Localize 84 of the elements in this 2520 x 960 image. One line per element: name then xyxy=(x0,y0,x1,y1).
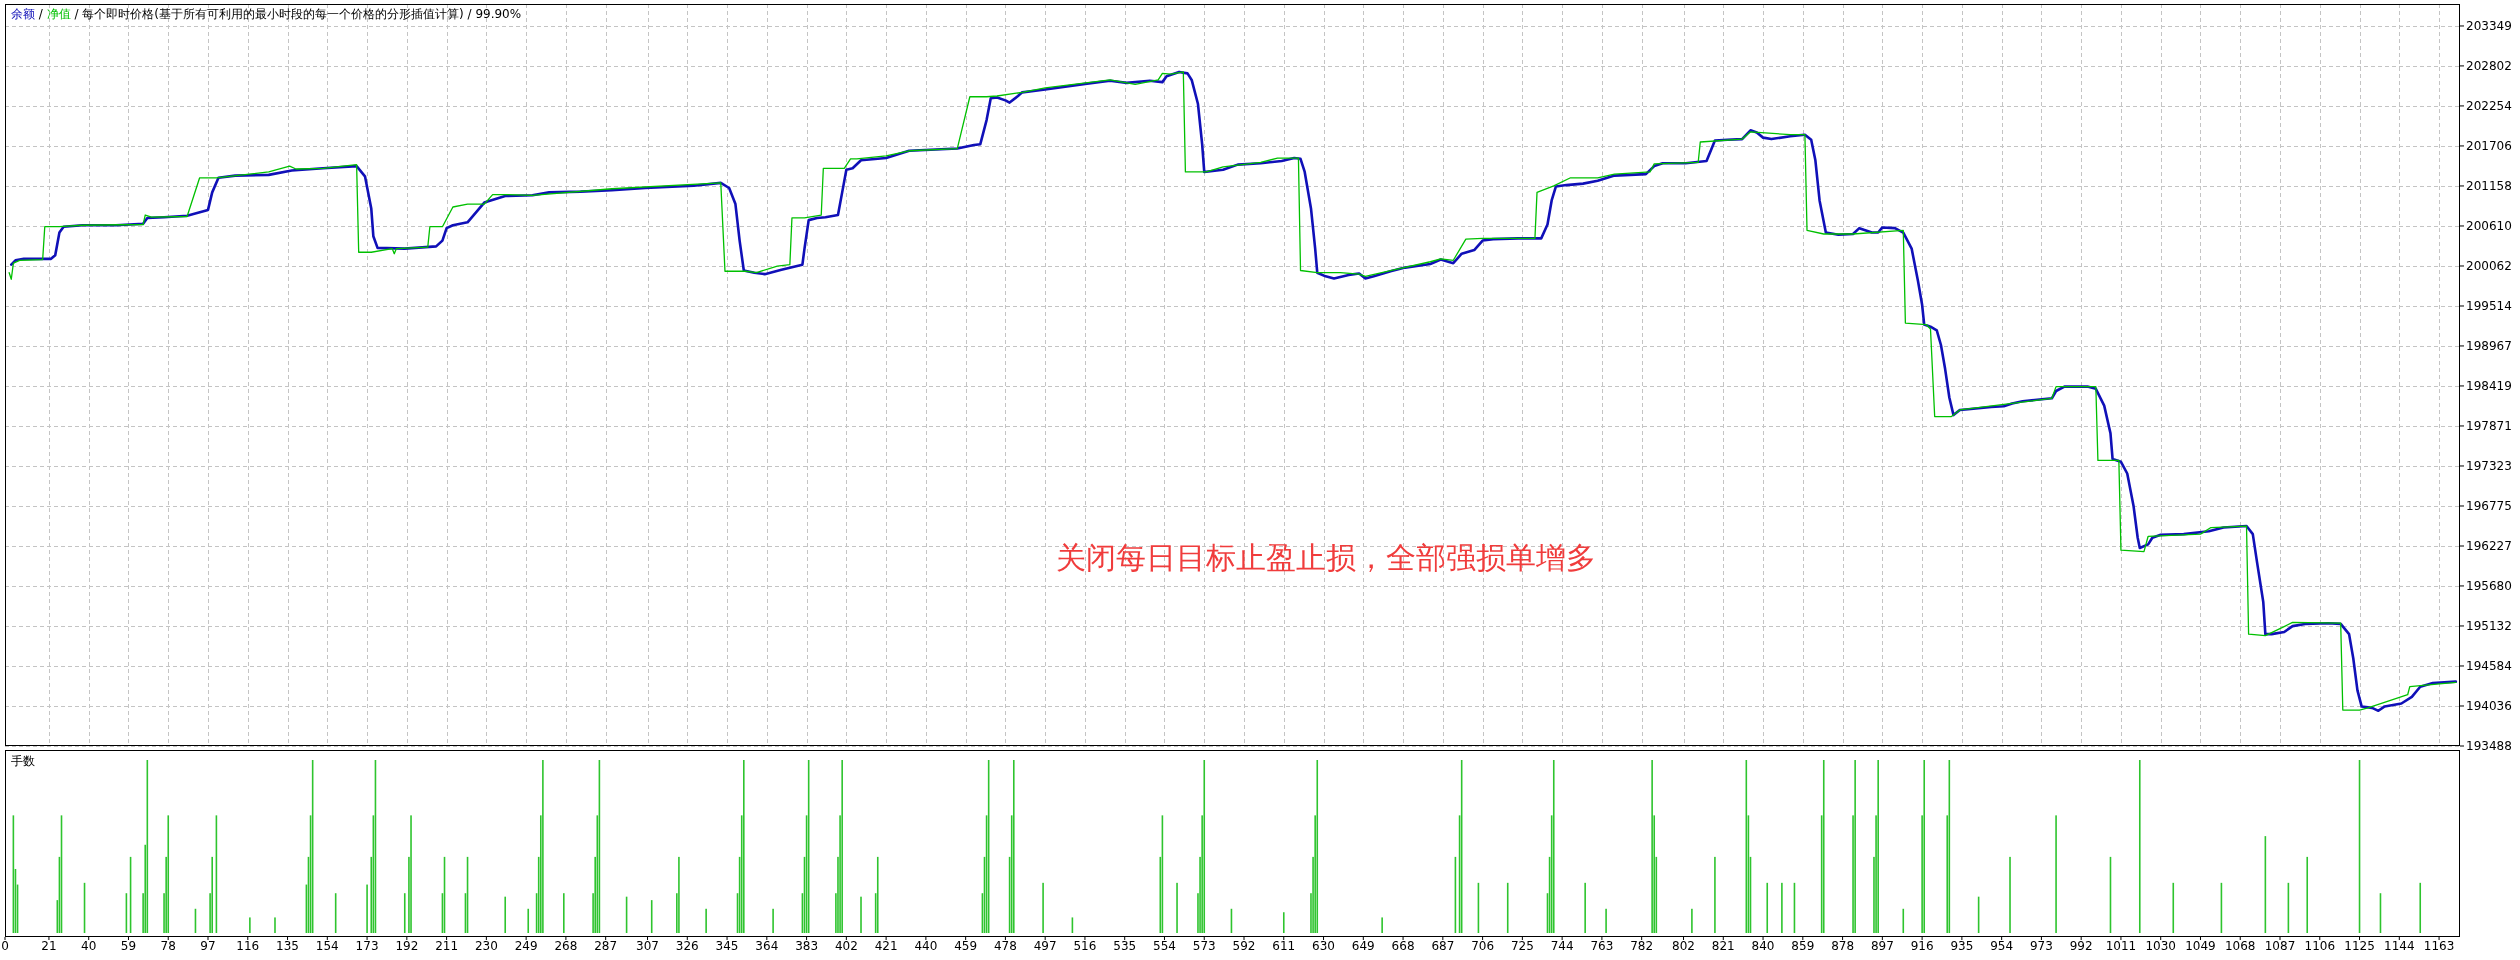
x-tick-label: 383 xyxy=(795,939,819,953)
x-tick-label: 744 xyxy=(1550,939,1574,953)
y-tick-label: 194036 xyxy=(2466,698,2512,713)
x-tick-label: 954 xyxy=(1990,939,2014,953)
y-tick-label: 197323 xyxy=(2466,458,2512,473)
x-tick-label: 345 xyxy=(715,939,739,953)
annotation: 关闭每日目标止盈止损，全部强损单增多 xyxy=(1055,539,1596,575)
x-tick-label: 935 xyxy=(1950,939,1974,953)
x-tick-label: 802 xyxy=(1672,939,1695,953)
x-tick-label: 1087 xyxy=(2264,939,2296,953)
x-tick-label: 1011 xyxy=(2105,939,2137,953)
y-tick-label: 196227 xyxy=(2466,539,2512,554)
x-tick-label: 687 xyxy=(1431,939,1455,953)
x-tick-label: 78 xyxy=(160,939,176,953)
x-tick-label: 192 xyxy=(395,939,419,953)
x-tick-label: 706 xyxy=(1471,939,1495,953)
x-tick-label: 135 xyxy=(276,939,299,953)
x-tick-label: 725 xyxy=(1510,939,1534,953)
title: 手数 xyxy=(11,754,35,768)
y-tick-label: 197871 xyxy=(2466,418,2512,433)
x-tick-label: 249 xyxy=(514,939,538,953)
x-tick-label: 1068 xyxy=(2224,939,2256,953)
x-tick-label: 840 xyxy=(1751,939,1775,953)
x-tick-label: 173 xyxy=(355,939,379,953)
y-tick-label: 198967 xyxy=(2466,338,2512,353)
x-tick-label: 859 xyxy=(1791,939,1815,953)
x-tick-label: 592 xyxy=(1232,939,1256,953)
x-tick-label: 763 xyxy=(1590,939,1614,953)
x-tick-label: 116 xyxy=(236,939,260,953)
x-tick-label: 478 xyxy=(993,939,1017,953)
x-tick-label: 154 xyxy=(315,939,339,953)
x-tick-label: 364 xyxy=(755,939,779,953)
x-tick-label: 40 xyxy=(81,939,97,953)
x-tick-label: 878 xyxy=(1831,939,1855,953)
y-tick-label: 202802 xyxy=(2466,58,2512,73)
x-tick-label: 230 xyxy=(474,939,498,953)
x-tick-label: 402 xyxy=(834,939,858,953)
x-tick-label: 916 xyxy=(1910,939,1934,953)
x-tick-label: 497 xyxy=(1033,939,1057,953)
x-tick-label: 611 xyxy=(1272,939,1296,953)
x-tick-label: 268 xyxy=(554,939,578,953)
x-tick-label: 897 xyxy=(1870,939,1894,953)
y-tick-label: 193488 xyxy=(2466,739,2512,753)
x-tick-label: 1030 xyxy=(2145,939,2176,953)
y-tick-label: 198419 xyxy=(2466,378,2512,393)
x-tick-label: 1125 xyxy=(2344,939,2375,953)
y-tick-label: 199514 xyxy=(2466,299,2512,313)
x-tick-label: 782 xyxy=(1630,939,1654,953)
y-tick-label: 201706 xyxy=(2466,138,2512,153)
x-tick-label: 287 xyxy=(594,939,618,953)
legend: 余额 / 净值 / 每个即时价格(基于所有可利用的最小时段的每一个价格的分形插值计算) / 99.90% xyxy=(11,7,522,21)
y-tick-label: 201158 xyxy=(2466,178,2512,193)
y-tick-label: 200610 xyxy=(2466,218,2512,233)
x-tick-label: 21 xyxy=(41,939,57,953)
y-tick-label: 202254 xyxy=(2466,98,2512,113)
x-tick-label: 326 xyxy=(675,939,699,953)
x-tick-label: 535 xyxy=(1113,939,1137,953)
x-tick-label: 992 xyxy=(2069,939,2093,953)
x-tick-label: 421 xyxy=(874,939,898,953)
x-tick-label: 1163 xyxy=(2423,939,2455,953)
x-tick-label: 630 xyxy=(1312,939,1335,953)
x-tick-label: 307 xyxy=(636,939,659,953)
x-tick-label: 668 xyxy=(1391,939,1415,953)
x-tick-label: 1144 xyxy=(2384,939,2415,953)
y-tick-label: 196775 xyxy=(2466,498,2512,513)
x-tick-label: 59 xyxy=(120,939,137,953)
y-tick-label: 203349 xyxy=(2466,18,2512,33)
x-tick-label: 973 xyxy=(2029,939,2053,953)
x-tick-label: 211 xyxy=(435,939,459,953)
x-tick-label: 649 xyxy=(1351,939,1375,953)
x-tick-label: 1049 xyxy=(2185,939,2216,953)
x-tick-label: 554 xyxy=(1153,939,1176,953)
x-tick-label: 1106 xyxy=(2304,939,2336,953)
x-tick-label: 0 xyxy=(1,939,9,953)
x-tick-label: 821 xyxy=(1711,939,1735,953)
x-tick-label: 516 xyxy=(1073,939,1097,953)
x-tick-label: 97 xyxy=(200,939,216,953)
y-tick-label: 195132 xyxy=(2466,618,2512,633)
y-tick-label: 200062 xyxy=(2466,258,2512,273)
y-tick-label: 195680 xyxy=(2466,578,2512,593)
x-tick-label: 440 xyxy=(914,939,938,953)
x-tick-label: 459 xyxy=(954,939,978,953)
y-tick-label: 194584 xyxy=(2466,658,2512,673)
x-tick-label: 573 xyxy=(1192,939,1216,953)
